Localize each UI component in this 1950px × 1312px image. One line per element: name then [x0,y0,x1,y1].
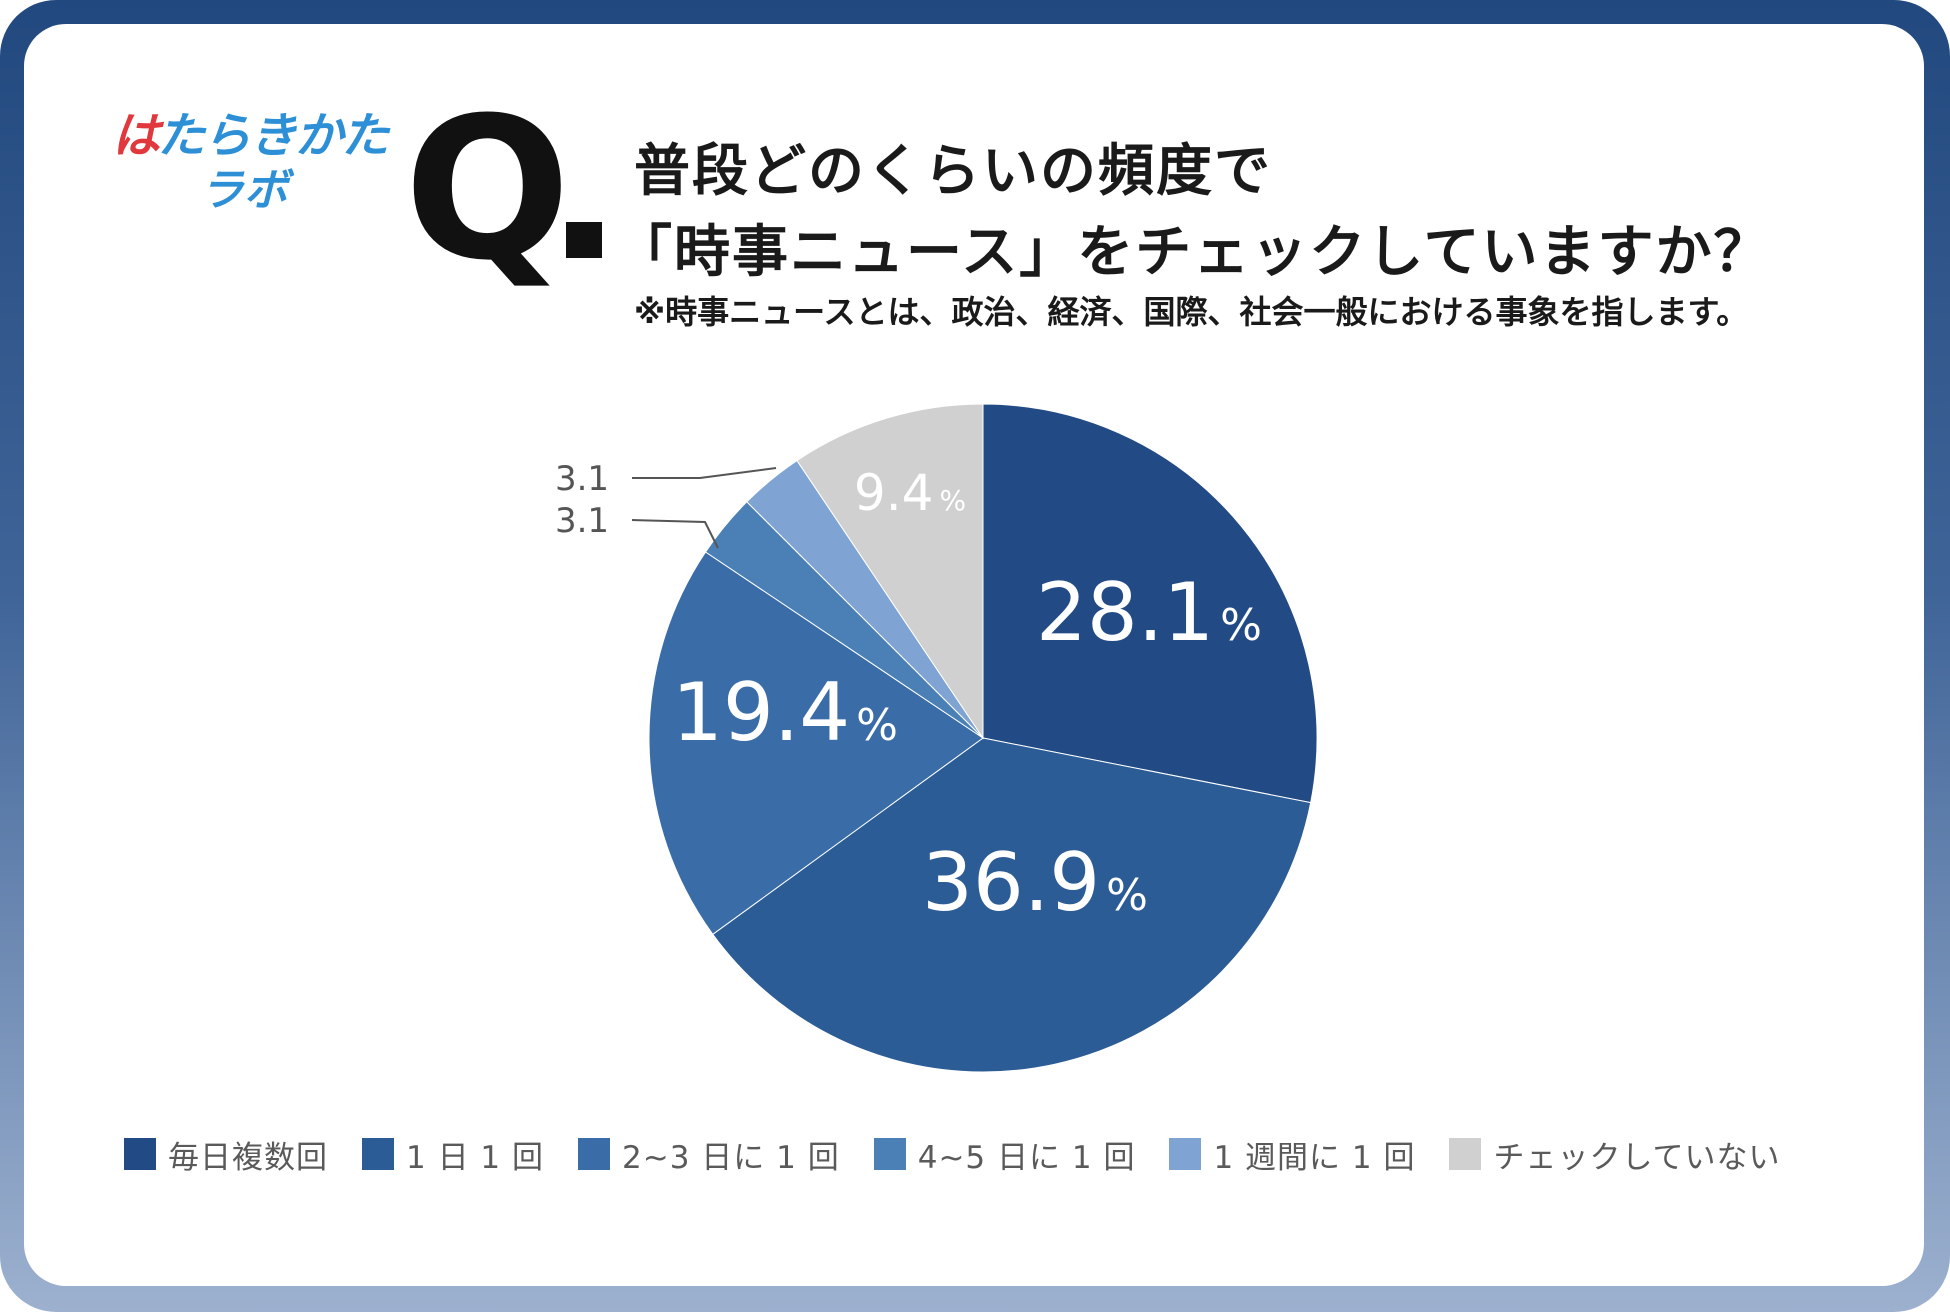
legend-item: 4~5 日に 1 回 [873,1132,1136,1177]
logo-rest: たらきかた [157,108,389,164]
legend-label: 毎日複数回 [168,1139,328,1176]
legend-label: 4~5 日に 1 回 [917,1139,1136,1176]
legend-item: 2~3 日に 1 回 [578,1132,840,1177]
pie-leader-line [631,519,719,549]
question-mark-q: Q [404,76,571,304]
logo-prefix: は [112,108,159,164]
pie-data-label: 3.1 [555,459,609,499]
question-title-line2: 「時事ニュース」をチェックしていますか？ [616,220,1772,285]
legend-swatch [1169,1138,1202,1170]
legend-item: 毎日複数回 [124,1132,328,1177]
legend-swatch [124,1138,156,1170]
question-note: ※時事ニュースとは、政治、経済、国際、社会一般における事象を指します。 [634,293,1749,331]
question-dot [566,222,602,258]
legend-swatch [578,1138,611,1170]
logo-text-line2: ラボ [200,165,288,216]
legend-swatch [362,1138,394,1170]
chart-legend: 毎日複数回 1 日 1 回 2~3 日に 1 回 4~5 日に 1 回 1 週間に 1 … [124,1132,1815,1176]
legend-label: 1 週間に 1 回 [1213,1139,1416,1176]
legend-label: 1 日 1 回 [406,1139,545,1176]
pie-slice [982,403,1318,804]
legend-item: 1 日 1 回 [362,1132,544,1177]
legend-swatch [1449,1138,1482,1170]
legend-item: 1 週間に 1 回 [1169,1132,1415,1177]
pie-slice [796,403,984,740]
legend-label: チェックしていない [1493,1139,1781,1176]
legend-label: 2~3 日に 1 回 [622,1139,840,1176]
brand-logo: はたらきかた ラボ [112,96,392,216]
legend-swatch [873,1138,906,1170]
question-title-line1: 普段どのくらいの頻度で [634,139,1272,204]
pie-slice [648,551,984,936]
pie-data-label: 3.1 [555,501,609,541]
pie-slice [712,737,1312,1073]
logo-text-line1: はたらきかた [112,96,389,166]
pie-leader-line [632,467,777,479]
legend-item: チェックしていない [1449,1132,1780,1177]
